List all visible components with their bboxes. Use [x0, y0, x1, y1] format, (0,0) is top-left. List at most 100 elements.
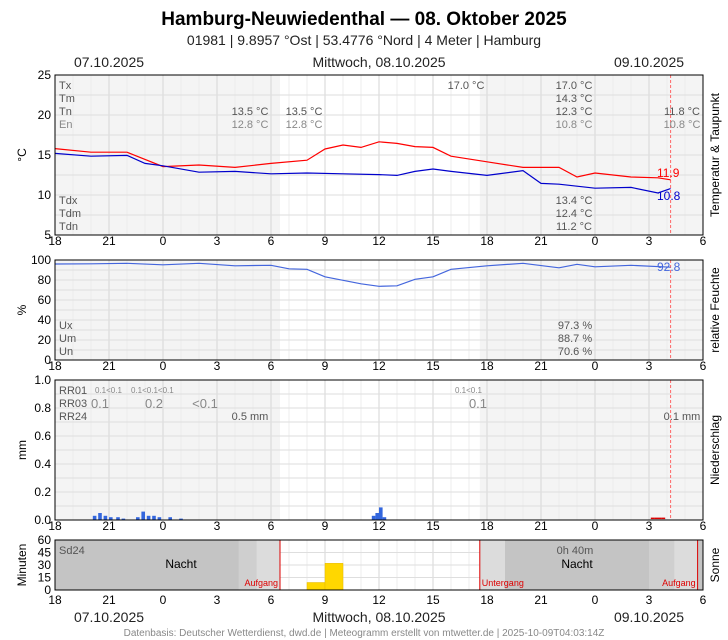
day-value: 17.0 °C	[448, 80, 485, 92]
x-tick-label: 3	[646, 519, 653, 533]
sunshine-bar	[324, 563, 344, 591]
y-tick-label: 10	[38, 188, 52, 202]
x-tick-label: 12	[372, 234, 386, 248]
day-value: 10.8 °C	[664, 119, 701, 131]
day-value: 11.2 °C	[556, 221, 592, 233]
precipitation-bar	[98, 513, 102, 520]
y-tick-label: 45	[38, 546, 52, 560]
dewpoint-end-label: 10.8	[657, 189, 681, 203]
temperature-annotations: Tx Tm Tn En Tdx Tdm Tdn 13.5 °C 12.8 °C …	[59, 80, 700, 233]
annotation-label: RR03	[59, 398, 87, 410]
precipitation-bar	[650, 517, 655, 520]
annotation-label: Ux	[59, 320, 73, 332]
date-right-bottom: 09.10.2025	[614, 609, 684, 625]
y-tick-label: 0	[44, 583, 51, 597]
annotation-label: Tm	[59, 93, 75, 105]
x-tick-label: 9	[322, 519, 329, 533]
precipitation-bar	[371, 515, 376, 520]
x-tick-label: 18	[480, 234, 494, 248]
x-tick-label: 18	[48, 519, 62, 533]
y-tick-label: 20	[38, 108, 52, 122]
day-value: 11.8 °C	[664, 106, 700, 118]
x-tick-label: 9	[322, 593, 329, 607]
x-tick-label: 6	[700, 519, 707, 533]
x-tick-label: 21	[534, 593, 548, 607]
panel-side-label: Sonne	[708, 547, 722, 582]
date-left-bottom: 07.10.2025	[74, 609, 144, 625]
sun-event-label: Aufgang	[662, 578, 696, 588]
y-tick-label: 0.0	[34, 513, 51, 527]
precipitation-bar	[661, 517, 666, 520]
sd24-label: Sd24	[59, 545, 85, 557]
x-tick-label: 15	[426, 519, 440, 533]
rr03-value: 0.1	[91, 396, 109, 411]
x-tick-label: 9	[322, 359, 329, 373]
x-tick-label: 12	[372, 593, 386, 607]
precipitation-bar	[157, 517, 162, 520]
x-tick-label: 6	[700, 234, 707, 248]
rr01-value: 0.1<0.1	[95, 386, 122, 395]
humidity-annotations: Ux Um Un 97.3 % 88.7 % 70.6 %	[59, 320, 592, 358]
precipitation-bar	[382, 517, 387, 520]
rr03-value: 0.1	[469, 396, 487, 411]
x-tick-label: 6	[268, 359, 275, 373]
precipitation-bar	[136, 517, 140, 520]
twilight-band	[649, 540, 675, 590]
rr03-value: <0.1	[192, 396, 218, 411]
x-tick-label: 3	[646, 359, 653, 373]
precipitation-bar	[103, 515, 108, 520]
day-value: 88.7 %	[558, 333, 592, 345]
twilight-band	[238, 540, 257, 590]
dewpoint-line	[54, 152, 671, 194]
x-tick-label: 18	[48, 359, 62, 373]
day-value: 12.8 °C	[286, 119, 323, 131]
twilight-band	[479, 540, 505, 590]
y-tick-label: 15	[38, 148, 52, 162]
date-left-top: 07.10.2025	[74, 54, 144, 70]
x-tick-label: 6	[268, 519, 275, 533]
twilight-band	[256, 540, 280, 590]
y-tick-label: 100	[31, 253, 51, 267]
night-label: Nacht	[561, 557, 593, 571]
x-tick-label: 15	[426, 593, 440, 607]
y-tick-label: 25	[38, 68, 52, 82]
x-tick-label: 0	[160, 234, 167, 248]
panel-side-label: relative Feuchte	[708, 267, 722, 353]
x-tick-label: 18	[480, 359, 494, 373]
humidity-end-label: 92.8	[657, 260, 681, 274]
y-tick-label: 60	[38, 293, 52, 307]
y-tick-label: 40	[38, 313, 52, 327]
precipitation-bar	[168, 517, 172, 520]
x-tick-label: 12	[372, 359, 386, 373]
day-value: 12.8 °C	[232, 119, 269, 131]
day-value: 10.8 °C	[556, 119, 593, 131]
x-tick-label: 0	[160, 519, 167, 533]
y-axis-label: Minuten	[15, 544, 29, 587]
x-tick-label: 3	[214, 359, 221, 373]
sunshine-bar	[306, 582, 326, 591]
annotation-label: En	[59, 119, 72, 131]
x-tick-label: 12	[372, 519, 386, 533]
x-tick-label: 15	[426, 234, 440, 248]
panel-side-label: Niederschlag	[708, 415, 722, 485]
precipitation-bar	[379, 507, 383, 520]
x-tick-label: 18	[480, 519, 494, 533]
day-value: 12.3 °C	[556, 106, 593, 118]
x-tick-label: 0	[160, 359, 167, 373]
day-value: 13.4 °C	[556, 195, 593, 207]
y-tick-label: 5	[44, 228, 51, 242]
precipitation-bar	[121, 518, 126, 521]
precipitation-bar	[146, 515, 151, 520]
humidity-line	[54, 262, 671, 287]
precipitation-annotations: RR01 RR03 RR24 0.1<0.1 0.1<0.1<0.1 0.1<0…	[59, 385, 700, 423]
x-tick-label: 21	[102, 359, 116, 373]
x-tick-label: 0	[592, 234, 599, 248]
x-tick-label: 21	[534, 359, 548, 373]
annotation-label: Tx	[59, 80, 72, 92]
x-tick-label: 21	[102, 593, 116, 607]
precipitation-bar	[375, 513, 379, 520]
annotation-label: Tdx	[59, 195, 78, 207]
precipitation-bar	[179, 518, 183, 521]
day-value: 12.4 °C	[556, 208, 593, 220]
y-axis-label: mm	[15, 440, 29, 460]
